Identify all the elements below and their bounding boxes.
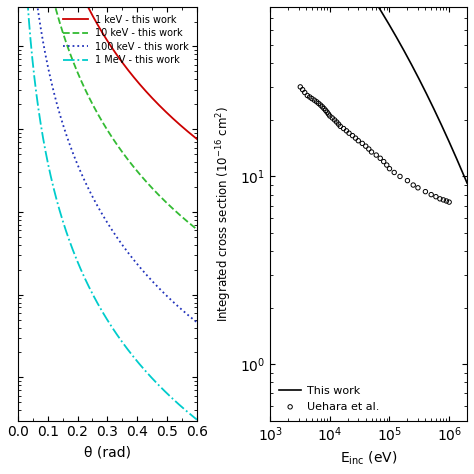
- 1 MeV - this work: [138, 363, 144, 369]
- Uehara et al.: [317, 101, 324, 109]
- 100 keV - this work: [94, 202, 100, 208]
- Uehara et al.: [299, 86, 306, 93]
- Uehara et al.: [310, 96, 318, 104]
- Uehara et al.: [335, 120, 342, 128]
- Uehara et al.: [333, 118, 340, 126]
- 1 MeV - this work: [194, 417, 200, 422]
- Line: 1 MeV - this work: 1 MeV - this work: [18, 0, 197, 419]
- Uehara et al.: [340, 125, 347, 132]
- Uehara et al.: [349, 132, 356, 139]
- This work: [384, 18, 390, 24]
- This work: [464, 180, 470, 186]
- Line: 10 keV - this work: 10 keV - this work: [18, 0, 197, 229]
- Line: 100 keV - this work: 100 keV - this work: [18, 0, 197, 322]
- X-axis label: E$_{\rm inc}$ (eV): E$_{\rm inc}$ (eV): [340, 450, 397, 467]
- Uehara et al.: [320, 105, 328, 112]
- Uehara et al.: [323, 109, 331, 116]
- Uehara et al.: [421, 188, 429, 195]
- Y-axis label: Integrated cross section (10$^{-16}$ cm$^2$): Integrated cross section (10$^{-16}$ cm$…: [215, 106, 235, 322]
- This work: [374, 1, 380, 7]
- 1 MeV - this work: [88, 287, 93, 293]
- Uehara et al.: [297, 83, 304, 91]
- X-axis label: θ (rad): θ (rad): [84, 445, 131, 459]
- Uehara et al.: [337, 122, 344, 130]
- 100 keV - this work: [88, 190, 93, 196]
- Uehara et al.: [368, 148, 375, 156]
- Uehara et al.: [331, 116, 338, 124]
- Uehara et al.: [301, 89, 309, 96]
- Uehara et al.: [365, 145, 373, 153]
- Uehara et al.: [306, 93, 313, 101]
- 100 keV - this work: [138, 265, 144, 271]
- 1 keV - this work: [94, 20, 100, 26]
- Uehara et al.: [404, 177, 411, 184]
- 10 keV - this work: [158, 194, 164, 200]
- Uehara et al.: [428, 191, 435, 199]
- Uehara et al.: [326, 112, 334, 120]
- 100 keV - this work: [194, 319, 200, 325]
- Uehara et al.: [383, 161, 391, 169]
- 100 keV - this work: [158, 287, 164, 293]
- Uehara et al.: [345, 129, 353, 137]
- 1 MeV - this work: [34, 91, 39, 97]
- Line: This work: This work: [270, 0, 467, 183]
- 1 keV - this work: [155, 101, 160, 107]
- Uehara et al.: [373, 151, 380, 159]
- Uehara et al.: [325, 110, 332, 118]
- Uehara et al.: [432, 193, 440, 201]
- 10 keV - this work: [88, 97, 93, 103]
- Uehara et al.: [386, 165, 393, 173]
- 100 keV - this work: [34, 0, 39, 2]
- 10 keV - this work: [138, 173, 144, 178]
- 100 keV - this work: [155, 284, 160, 290]
- 10 keV - this work: [155, 191, 160, 197]
- This work: [459, 169, 465, 175]
- Uehara et al.: [322, 107, 329, 114]
- Uehara et al.: [396, 173, 404, 180]
- Uehara et al.: [439, 196, 447, 204]
- Uehara et al.: [391, 169, 398, 176]
- 1 keV - this work: [88, 9, 93, 15]
- Uehara et al.: [410, 181, 417, 189]
- Uehara et al.: [443, 197, 450, 205]
- Uehara et al.: [303, 91, 311, 99]
- 1 keV - this work: [138, 83, 144, 89]
- 1 keV - this work: [158, 104, 164, 109]
- Uehara et al.: [376, 155, 384, 162]
- 1 MeV - this work: [158, 384, 164, 390]
- Uehara et al.: [319, 103, 326, 110]
- 1 keV - this work: [194, 136, 200, 142]
- Legend: 1 keV - this work, 10 keV - this work, 100 keV - this work, 1 MeV - this work: 1 keV - this work, 10 keV - this work, 1…: [60, 12, 192, 68]
- 1 MeV - this work: [155, 381, 160, 387]
- Uehara et al.: [436, 195, 444, 202]
- 10 keV - this work: [94, 109, 100, 115]
- Uehara et al.: [414, 184, 422, 191]
- 1 MeV - this work: [94, 299, 100, 305]
- Uehara et al.: [362, 142, 370, 150]
- Uehara et al.: [380, 158, 387, 165]
- Uehara et al.: [358, 140, 366, 147]
- Uehara et al.: [446, 198, 453, 206]
- Line: 1 keV - this work: 1 keV - this work: [18, 0, 197, 139]
- Legend: This work, Uehara et al.: This work, Uehara et al.: [276, 383, 383, 415]
- Uehara et al.: [308, 95, 316, 102]
- Uehara et al.: [355, 137, 362, 145]
- 10 keV - this work: [194, 227, 200, 232]
- Uehara et al.: [315, 100, 322, 107]
- Uehara et al.: [328, 114, 336, 122]
- Uehara et al.: [352, 134, 359, 142]
- Uehara et al.: [313, 98, 320, 106]
- This work: [428, 101, 434, 107]
- Uehara et al.: [343, 127, 350, 135]
